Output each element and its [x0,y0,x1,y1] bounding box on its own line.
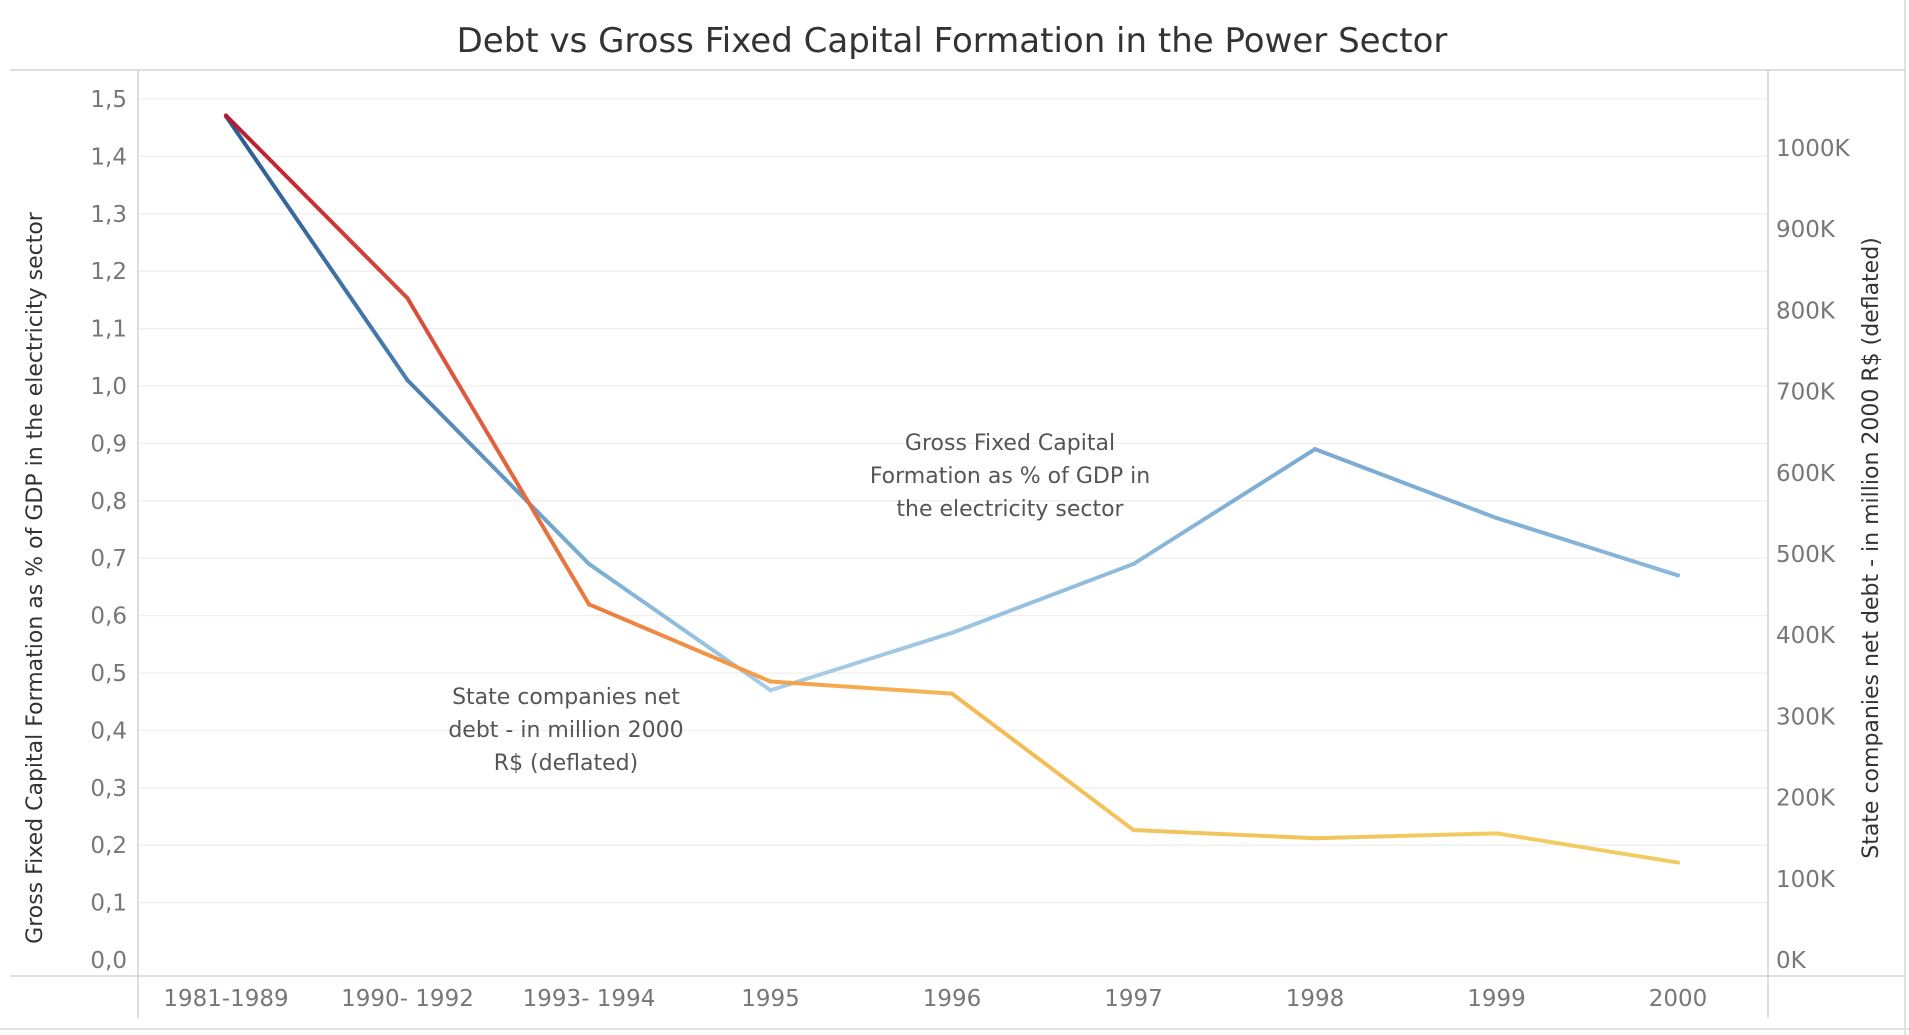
left-tick-label: 0,7 [90,546,127,572]
right-tick-label: 500K [1776,542,1836,568]
left-tick-label: 1,4 [90,144,127,170]
data-point [1131,828,1136,833]
annotation-line: State companies net [452,685,680,710]
annotation-line: Formation as % of GDP in [870,464,1150,489]
line-segment [1131,828,1317,841]
x-tick-label: 1997 [1104,986,1163,1012]
data-point [587,561,591,566]
annotation-line: Gross Fixed Capital [905,431,1115,456]
series-gfcf-line [224,114,1680,693]
line-segment [405,378,591,566]
left-tick-label: 0,9 [90,431,127,457]
data-point [587,602,591,607]
annotation-line: the electricity sector [896,497,1124,522]
data-point [405,378,410,383]
right-axis-ticks: 0K 100K 200K 300K 400K 500K 600K 700K 800K 900K 10… [1776,136,1851,974]
left-tick-label: 0,4 [90,718,127,744]
line-segment [587,602,773,684]
right-tick-label: 1000K [1776,136,1851,162]
line-segment [768,630,954,693]
right-tick-label: 800K [1776,298,1836,324]
annotation-line: R$ (deflated) [494,751,638,776]
series-net-debt-line [224,113,1680,865]
gridlines [138,98,1768,904]
data-point [1494,831,1499,836]
x-axis-ticks: 1981-1989 1990- 1992 1993- 1994 1995 1996 199… [163,986,1707,1012]
x-tick-label: 1996 [923,986,982,1012]
x-tick-label: 1981-1989 [163,986,288,1012]
line-segment [950,691,1136,833]
annotation-gfcf: Gross Fixed Capital Formation as % of GDP… [870,431,1150,522]
data-point [1131,561,1136,566]
left-tick-label: 0,6 [90,604,127,630]
data-point [1676,573,1680,578]
line-segment [768,679,954,696]
data-point [768,679,773,684]
left-tick-label: 1,1 [90,317,127,343]
left-tick-label: 1,3 [90,202,127,228]
right-tick-label: 100K [1776,867,1836,893]
data-point [768,688,773,693]
data-point [1313,447,1317,452]
annotation-net-debt: State companies net debt - in million 200… [448,685,683,776]
data-point [405,296,410,301]
annotation-text: State companies net debt - in million 200… [448,685,683,776]
left-tick-label: 1,2 [90,259,127,285]
x-tick-label: 1995 [741,986,800,1012]
right-tick-label: 700K [1776,380,1836,406]
left-tick-label: 0,0 [90,948,127,974]
line-segment [950,561,1136,635]
right-tick-label: 300K [1776,704,1836,730]
left-tick-label: 0,5 [90,661,127,687]
line-segment [1313,831,1499,841]
left-tick-label: 0,8 [90,489,127,515]
left-axis-title: Gross Fixed Capital Formation as % of GD… [23,211,48,944]
line-segment [405,296,591,607]
left-tick-label: 1,0 [90,374,127,400]
line-segment [1131,447,1317,566]
left-tick-label: 1,5 [90,87,127,113]
line-segment [1494,831,1680,865]
line-segment [1494,516,1680,578]
left-tick-label: 0,1 [90,891,127,917]
right-tick-label: 600K [1776,461,1836,487]
data-point [1676,860,1680,865]
right-tick-label: 400K [1776,623,1836,649]
right-axis-title: State companies net debt - in million 20… [1859,237,1884,859]
x-tick-label: 1990- 1992 [341,986,474,1012]
data-point [950,630,954,635]
data-point [1313,836,1317,841]
data-point [950,691,954,696]
line-segment [224,113,410,301]
annotation-line: debt - in million 2000 [448,718,683,743]
data-point [224,113,228,118]
left-tick-label: 0,3 [90,776,127,802]
right-tick-label: 900K [1776,217,1836,243]
chart-title: Debt vs Gross Fixed Capital Formation in… [457,21,1448,61]
x-tick-label: 1998 [1286,986,1345,1012]
right-tick-label: 0K [1776,948,1807,974]
x-tick-label: 1999 [1467,986,1526,1012]
annotation-text: Gross Fixed Capital Formation as % of GDP… [870,431,1150,522]
x-tick-label: 2000 [1649,986,1708,1012]
line-segment [224,114,410,383]
left-axis-ticks: 0,0 0,1 0,2 0,3 0,4 0,5 0,6 0,7 0,8 0,9 1,0 1,1 1,2 1… [90,87,127,974]
right-tick-label: 200K [1776,786,1836,812]
line-segment [1313,447,1499,521]
plot-frame [10,69,1905,1018]
x-tick-label: 1993- 1994 [523,986,656,1012]
left-tick-label: 0,2 [90,833,127,859]
data-point [1494,516,1499,521]
